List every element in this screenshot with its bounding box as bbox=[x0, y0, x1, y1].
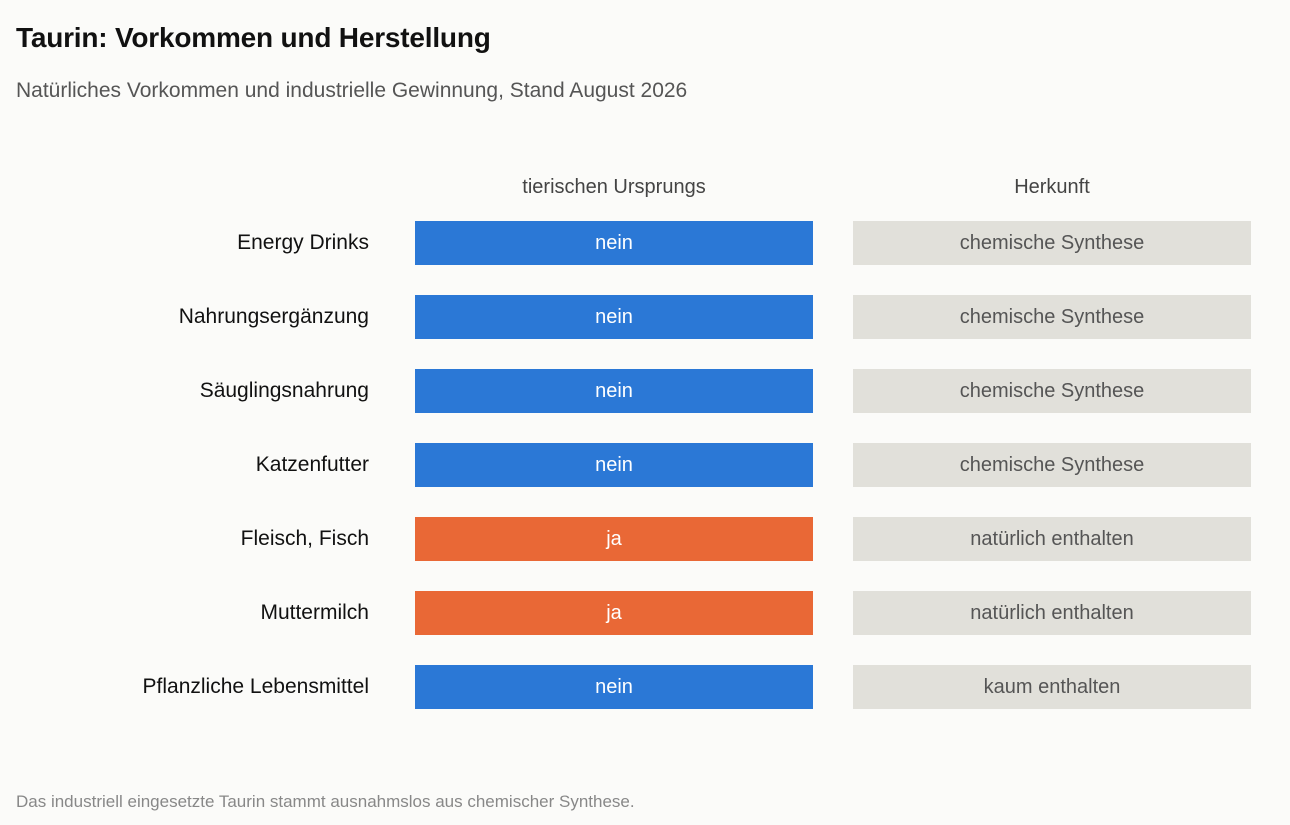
column-header-origin: tierischen Ursprungs bbox=[522, 176, 706, 198]
origin-cell: nein bbox=[415, 369, 813, 413]
table-row: Energy Drinks nein chemische Synthese bbox=[0, 221, 1290, 265]
row-label: Katzenfutter bbox=[255, 453, 369, 476]
origin-cell: nein bbox=[415, 443, 813, 487]
row-label: Säuglingsnahrung bbox=[199, 379, 369, 402]
origin-cell: nein bbox=[415, 665, 813, 709]
table-row: Säuglingsnahrung nein chemische Synthese bbox=[0, 369, 1290, 413]
row-label: Energy Drinks bbox=[237, 231, 369, 254]
source-cell: natürlich enthalten bbox=[853, 591, 1251, 635]
row-label: Fleisch, Fisch bbox=[240, 527, 369, 550]
table-row: Muttermilch ja natürlich enthalten bbox=[0, 591, 1290, 635]
origin-cell: ja bbox=[415, 591, 813, 635]
table-row: Katzenfutter nein chemische Synthese bbox=[0, 443, 1290, 487]
origin-cell: nein bbox=[415, 295, 813, 339]
chart-title: Taurin: Vorkommen und Herstellung bbox=[16, 22, 491, 53]
table-row: Pflanzliche Lebensmittel nein kaum enthalt… bbox=[0, 665, 1290, 709]
source-cell: kaum enthalten bbox=[853, 665, 1251, 709]
chart-subtitle: Natürliches Vorkommen und industrielle G… bbox=[16, 79, 688, 102]
source-cell: chemische Synthese bbox=[853, 295, 1251, 339]
source-cell: natürlich enthalten bbox=[853, 517, 1251, 561]
table-row: Fleisch, Fisch ja natürlich enthalten bbox=[0, 517, 1290, 561]
source-cell: chemische Synthese bbox=[853, 221, 1251, 265]
table-body: Energy Drinks nein chemische Synthese Nahru… bbox=[0, 221, 1290, 739]
footnote: Das industriell eingesetzte Taurin stamm… bbox=[16, 792, 635, 811]
source-cell: chemische Synthese bbox=[853, 369, 1251, 413]
table-row: Nahrungsergänzung nein chemische Synthese bbox=[0, 295, 1290, 339]
origin-cell: nein bbox=[415, 221, 813, 265]
source-cell: chemische Synthese bbox=[853, 443, 1251, 487]
row-label: Pflanzliche Lebensmittel bbox=[142, 675, 369, 698]
row-label: Muttermilch bbox=[260, 601, 369, 624]
row-label: Nahrungsergänzung bbox=[178, 305, 369, 328]
origin-cell: ja bbox=[415, 517, 813, 561]
column-header-source: Herkunft bbox=[1014, 176, 1090, 198]
